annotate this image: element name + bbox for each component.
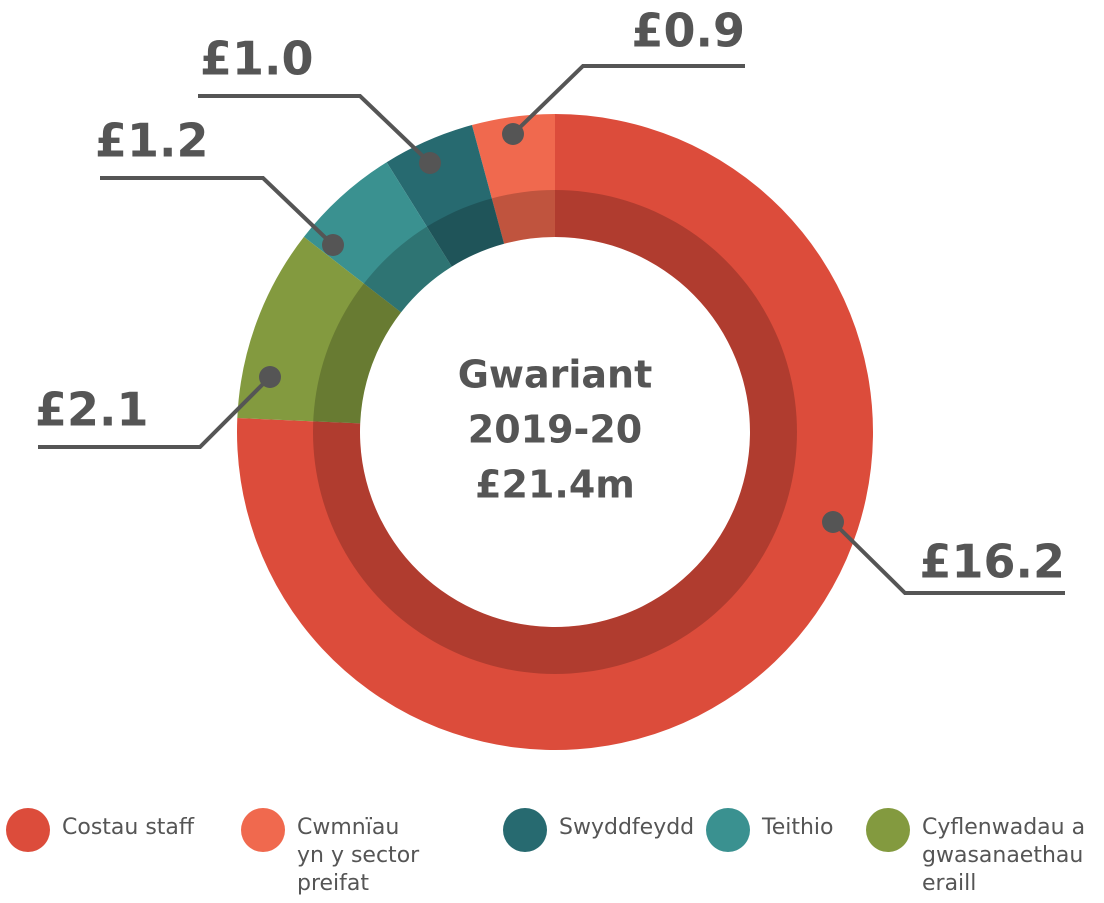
leader-dot (259, 366, 281, 388)
leader-line (100, 176, 335, 247)
legend-label: Swyddfeydd (559, 815, 695, 840)
center-title: Gwariant (458, 353, 653, 397)
leader-dot (822, 511, 844, 533)
legend-label: Costau staff (62, 815, 195, 840)
legend-item: Cyflenwadau a gwasanaethau eraill (866, 808, 1104, 898)
leader-line (511, 64, 745, 136)
legend-swatch (706, 808, 750, 852)
center-title: £21.4m (475, 463, 635, 507)
value-label: £0.9 (632, 4, 746, 58)
legend-label: Cyflenwadau a gwasanaethau eraill (922, 815, 1086, 896)
chart: £16.2 £0.9 £1.0 £1.2 £2.1 Gwariant 2019-20 £21.… (35, 4, 1065, 751)
slice (237, 114, 873, 751)
leader-line (831, 520, 1065, 595)
legend-swatch (6, 808, 50, 852)
leader-line (38, 375, 272, 449)
value-label: £1.2 (95, 114, 209, 168)
slice (303, 162, 452, 313)
leader-dot (502, 123, 524, 145)
slice (471, 114, 555, 244)
leader-dot (322, 234, 344, 256)
legend-swatch (241, 808, 285, 852)
slice (386, 125, 505, 267)
legend-item: Cwmnïau yn y sector preifat (241, 808, 431, 898)
value-label: £1.0 (200, 32, 314, 86)
legend-item: Costau staff (6, 808, 226, 852)
leader-line (198, 94, 432, 165)
legend-label: Cwmnïau yn y sector preifat (297, 815, 420, 896)
center-title: 2019-20 (468, 408, 642, 452)
value-label: £2.1 (35, 383, 149, 437)
legend-item: Swyddfeydd (503, 808, 695, 852)
legend-label: Teithio (762, 815, 834, 840)
legend-item: Teithio (706, 808, 856, 852)
value-label: £16.2 (919, 535, 1065, 589)
legend-swatch (866, 808, 910, 852)
legend-swatch (503, 808, 547, 852)
leader-dot (419, 152, 441, 174)
